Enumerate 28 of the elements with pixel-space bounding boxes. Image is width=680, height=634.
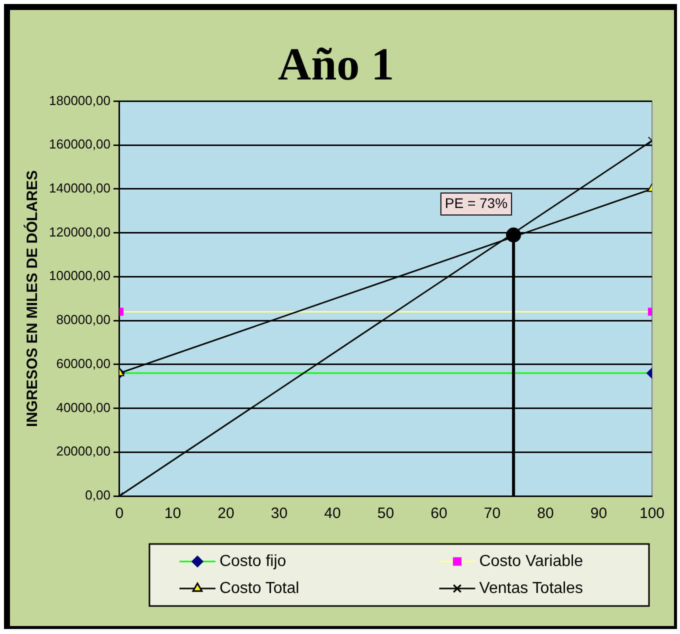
x-tick-label: 70 <box>484 505 501 522</box>
x-tick-label: 0 <box>115 505 124 522</box>
legend-label: Costo fijo <box>219 552 286 570</box>
y-tick-label: 20000,00 <box>56 444 110 459</box>
x-tick-label: 50 <box>377 505 394 522</box>
annotation: PE = 73% <box>444 194 508 211</box>
y-tick-label: 140000,00 <box>49 180 110 196</box>
legend-label: Costo Total <box>219 580 300 597</box>
x-tick-label: 10 <box>164 505 182 522</box>
x-tick-label: 40 <box>324 505 341 522</box>
y-tick-label: 0,00 <box>85 488 110 503</box>
x-tick-label: 80 <box>537 505 554 522</box>
y-tick-label: 120000,00 <box>49 224 110 240</box>
y-tick-label: 100000,00 <box>49 268 110 284</box>
y-tick-label: 80000,00 <box>56 312 110 328</box>
x-tick-label: 20 <box>218 505 234 522</box>
y-tick-label: 60000,00 <box>56 356 110 371</box>
y-tick-label: 40000,00 <box>56 400 110 415</box>
x-tick-label: 100 <box>639 505 665 522</box>
y-tick-label: 180000,00 <box>49 92 110 108</box>
legend-label: Costo Variable <box>479 552 584 570</box>
legend-label: Ventas Totales <box>479 580 584 597</box>
y-axis-title: INGRESOS EN MILES DE DÓLARES <box>23 170 42 427</box>
x-tick-label: 60 <box>430 505 448 522</box>
chart-title: Año 1 <box>278 38 394 90</box>
x-tick-label: 90 <box>590 505 608 522</box>
y-tick-label: 160000,00 <box>49 136 110 152</box>
x-tick-label: 30 <box>270 505 288 522</box>
